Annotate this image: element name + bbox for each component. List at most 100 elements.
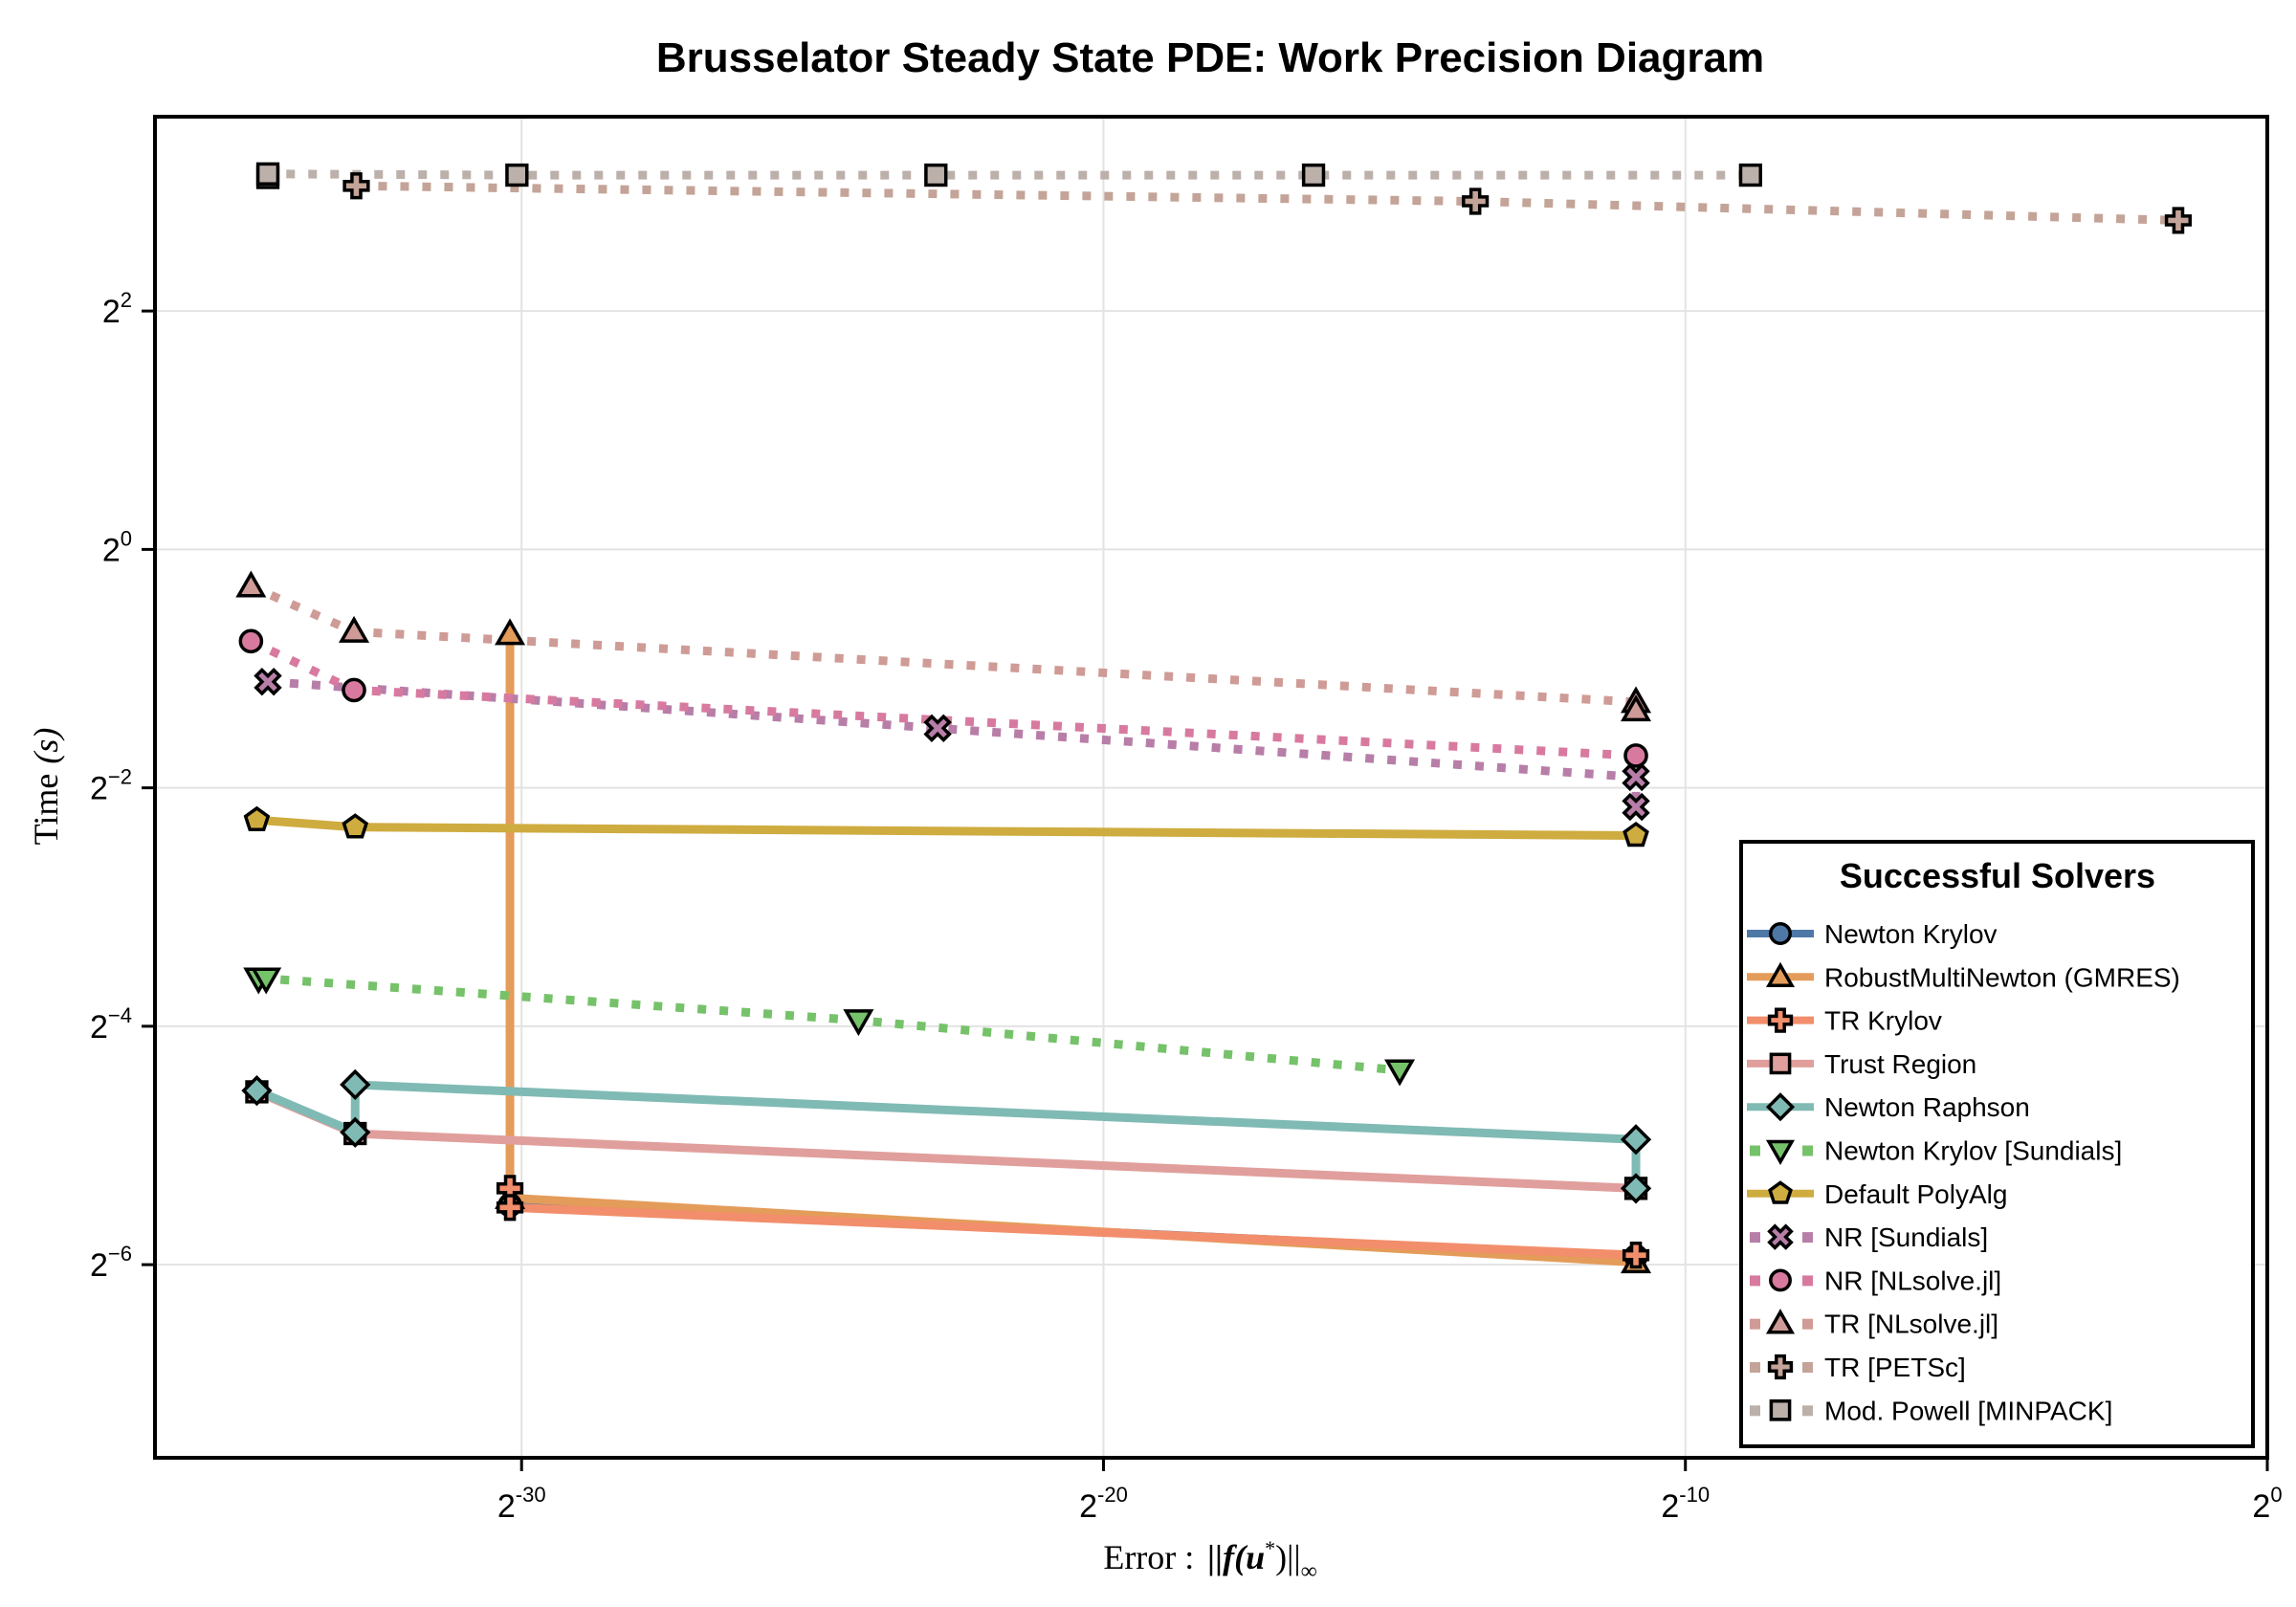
data-point-7-3	[1622, 792, 1650, 822]
legend-swatch-dash	[1750, 1275, 1760, 1287]
legend-item: NR [NLsolve.jl]	[1750, 1266, 2001, 1295]
data-point-9-0	[235, 570, 267, 598]
legend-label: Mod. Powell [MINPACK]	[1824, 1396, 2112, 1425]
legend-swatch-dash	[1802, 1318, 1813, 1330]
x-tick-label: 2-20	[1079, 1483, 1128, 1525]
legend-label: NR [NLsolve.jl]	[1824, 1266, 2001, 1295]
chart-title: Brusselator Steady State PDE: Work Preci…	[656, 34, 1764, 81]
y-tick-label: 20	[102, 526, 132, 568]
data-point-4-1	[340, 1068, 371, 1101]
legend-swatch-dash	[1802, 1362, 1813, 1373]
x-tick-label: 2-10	[1661, 1483, 1710, 1525]
legend-item: Trust Region	[1747, 1049, 1976, 1079]
legend-label: TR [PETSc]	[1824, 1353, 1966, 1382]
legend-swatch-dash	[1750, 1145, 1760, 1156]
legend-marker-icon	[1767, 1223, 1794, 1250]
legend-marker-icon	[1767, 1007, 1794, 1033]
x-axis-label-close: )||	[1275, 1538, 1300, 1576]
legend-item: NR [Sundials]	[1750, 1222, 1988, 1252]
legend-swatch-dash	[1750, 1232, 1760, 1244]
legend-label: Newton Krylov	[1824, 919, 1998, 949]
series-line-9	[249, 582, 1641, 711]
legend-item: TR [NLsolve.jl]	[1750, 1309, 1998, 1339]
y-axis-label-word: Time	[27, 774, 65, 846]
y-tick-label: 2−2	[90, 765, 132, 807]
x-tick-label: 20	[2252, 1483, 2282, 1525]
x-axis-label-star: *	[1265, 1536, 1275, 1560]
x-axis-label-expr: ||f(u	[1207, 1538, 1265, 1576]
series-line-2	[505, 1188, 1637, 1260]
x-axis-label-sub: ∞	[1301, 1559, 1317, 1584]
data-point-7-1	[923, 714, 952, 743]
legend-label: TR [NLsolve.jl]	[1824, 1310, 1998, 1339]
data-point-8-0	[238, 628, 264, 654]
series-line-11	[263, 169, 1751, 180]
data-point-9-3	[1621, 694, 1652, 722]
legend-label: Newton Raphson	[1824, 1092, 2030, 1122]
data-point-6-2	[1623, 821, 1649, 848]
data-point-1-0	[495, 618, 526, 646]
legend-marker-icon	[1765, 1092, 1796, 1122]
legend: Successful Solvers Newton Krylov RobustMu…	[1739, 840, 2255, 1448]
data-point-6-1	[342, 813, 369, 839]
legend-marker-icon	[1765, 1139, 1796, 1166]
legend-swatch-dash	[1802, 1145, 1813, 1156]
legend-label: RobustMultiNewton (GMRES)	[1824, 962, 2180, 992]
data-point-5-1	[251, 967, 282, 995]
data-point-4-2	[340, 1116, 371, 1148]
legend-swatch-dash	[1750, 1405, 1760, 1417]
data-point-6-0	[243, 805, 271, 832]
legend-label: Newton Krylov [Sundials]	[1824, 1136, 2122, 1166]
legend-marker-icon	[1767, 1354, 1794, 1380]
legend-item: Newton Krylov	[1747, 919, 1998, 949]
y-axis-label: Time (s)	[27, 728, 65, 846]
data-point-2-2	[1622, 1242, 1650, 1269]
series-line-6	[256, 815, 1637, 840]
series-line-5	[258, 974, 1401, 1075]
legend-marker-icon	[1765, 1309, 1796, 1334]
y-tick-label: 2−4	[90, 1003, 132, 1046]
legend-swatch-dash	[1802, 1405, 1813, 1417]
legend-marker-icon	[1765, 961, 1796, 988]
data-point-11-5	[1738, 163, 1763, 187]
data-point-10-1	[1462, 187, 1490, 215]
x-axis-label-prefix: Error :	[1103, 1538, 1194, 1576]
data-point-4-0	[241, 1075, 273, 1107]
data-point-10-0	[342, 172, 370, 200]
legend-item: TR Krylov	[1747, 1006, 1942, 1036]
x-axis-label: Error : ||f(u*)||∞	[1103, 1536, 1316, 1584]
data-point-9-1	[339, 615, 370, 643]
legend-title: Successful Solvers	[1840, 856, 2155, 895]
legend-swatch-dash	[1750, 1318, 1760, 1330]
data-point-2-1	[496, 1194, 524, 1222]
data-point-11-4	[1301, 163, 1326, 187]
data-point-8-1	[342, 677, 366, 703]
data-point-4-3	[1620, 1124, 1652, 1156]
y-axis-ticks: 22 20 2−2 2−4 2−6	[90, 288, 155, 1284]
series-markers	[235, 162, 2193, 1274]
legend-marker-icon	[1768, 1180, 1793, 1204]
legend-item: Newton Krylov [Sundials]	[1750, 1136, 2122, 1166]
legend-item: Default PolyAlg	[1747, 1179, 2007, 1209]
legend-item: Mod. Powell [MINPACK]	[1750, 1396, 2112, 1425]
data-point-8-2	[1623, 743, 1648, 768]
data-point-4-4	[1620, 1173, 1652, 1204]
data-point-11-1	[255, 162, 280, 186]
data-point-5-2	[843, 1009, 874, 1037]
legend-swatch-dash	[1802, 1275, 1813, 1287]
legend-marker-icon	[1769, 1268, 1792, 1292]
legend-marker-icon	[1769, 922, 1792, 945]
legend-label: TR Krylov	[1824, 1006, 1942, 1036]
x-tick-label: 2-30	[497, 1483, 546, 1525]
legend-label: Default PolyAlg	[1824, 1179, 2007, 1209]
legend-item: TR [PETSc]	[1750, 1353, 1966, 1382]
data-point-11-3	[924, 163, 948, 187]
data-point-7-0	[254, 668, 282, 696]
legend-marker-icon	[1769, 1052, 1792, 1075]
legend-items: Newton Krylov RobustMultiNewton (GMRES) TR…	[1747, 919, 2180, 1425]
legend-item: Newton Raphson	[1747, 1092, 2030, 1122]
y-tick-label: 22	[102, 288, 132, 330]
legend-box	[1739, 840, 2255, 1448]
data-point-5-3	[1384, 1059, 1416, 1087]
